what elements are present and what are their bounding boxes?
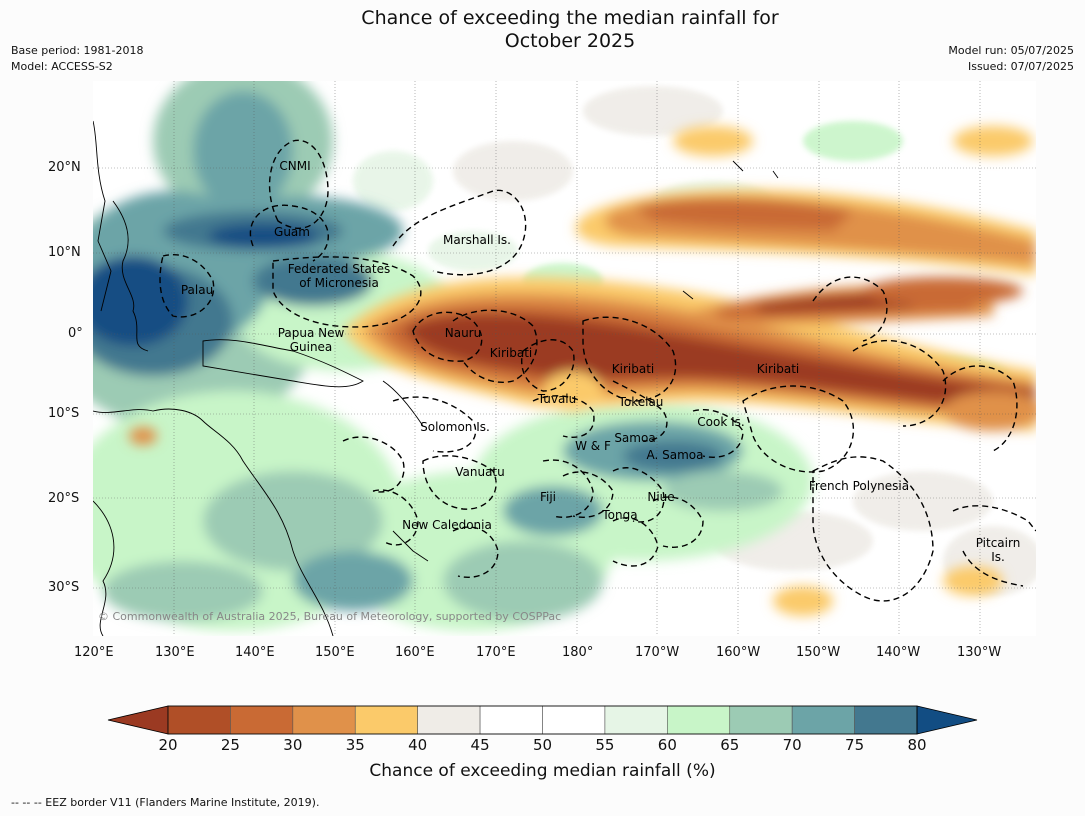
label-kiribati-west: Kiribati [490, 346, 532, 360]
label-tokelau: Tokelau [618, 395, 664, 409]
label-marshall: Marshall Is. [443, 233, 511, 247]
colorbar-tick: 70 [782, 736, 802, 754]
base-period: Base period: 1981-2018 [11, 44, 144, 57]
lat-tick-5: 30°S [48, 580, 80, 595]
label-american-samoa: A. Samoa [647, 448, 704, 462]
label-tuvalu: Tuvalu [537, 392, 577, 406]
lon-tick-3: 150°E [315, 645, 355, 660]
label-tonga: Tonga [601, 508, 637, 522]
lat-tick-3: 10°S [48, 406, 80, 421]
lon-tick-6: 180° [562, 645, 594, 660]
coastlines [93, 120, 779, 636]
colorbar-cell [854, 705, 918, 735]
colorbar-cell [667, 705, 731, 735]
forecast-map: CNMI Guam Marshall Is. Federated States … [93, 81, 1036, 636]
colorbar-tick: 20 [158, 736, 178, 754]
label-samoa: Samoa [614, 431, 655, 445]
label-png-1: Papua New [278, 326, 345, 340]
lon-tick-10: 140°W [876, 645, 921, 660]
eez-borders [159, 139, 1036, 602]
label-cnmi: CNMI [279, 159, 310, 173]
eez-footnote: -- -- -- EEZ border V11 (Flanders Marine… [11, 796, 320, 809]
colorbar-tick: 30 [283, 736, 303, 754]
label-palau: Palau [181, 283, 213, 297]
label-kiribati-east: Kiribati [757, 362, 799, 376]
colorbar-tick: 50 [532, 736, 553, 754]
colorbar-cell [604, 705, 668, 735]
colorbar-tick: 65 [720, 736, 740, 754]
colorbar-cell [791, 705, 855, 735]
lon-tick-0: 120°E [74, 645, 114, 660]
issued-date: Issued: 07/07/2025 [967, 60, 1074, 73]
model-name: Model: ACCESS-S2 [11, 60, 113, 73]
colorbar-outline [167, 705, 918, 735]
meta-right: Model run: 05/07/2025 Issued: 07/07/2025 [948, 43, 1074, 75]
colorbar-tick: 35 [345, 736, 365, 754]
model-run: Model run: 05/07/2025 [948, 44, 1074, 57]
label-french-polynesia: French Polynesia [809, 479, 909, 493]
label-guam: Guam [274, 225, 310, 239]
lon-tick-1: 130°E [155, 645, 195, 660]
colorbar-tick: 75 [845, 736, 865, 754]
label-niue: Niue [647, 490, 674, 504]
colorbar-cell [479, 705, 543, 735]
title-line-2: October 2025 [504, 30, 636, 52]
colorbar-tick: 60 [657, 736, 677, 754]
label-pitcairn-1: Pitcairn [976, 536, 1021, 550]
colorbar-extend-high [916, 705, 978, 735]
meta-left: Base period: 1981-2018 Model: ACCESS-S2 [11, 43, 143, 75]
colorbar-ticks: 20 25 30 35 40 45 50 55 60 65 70 75 80 [0, 736, 1085, 754]
lat-tick-1: 10°N [48, 245, 81, 260]
lon-tick-7: 170°W [635, 645, 680, 660]
region-labels: CNMI Guam Marshall Is. Federated States … [181, 159, 1020, 564]
lat-tick-0: 20°N [48, 160, 81, 175]
colorbar [107, 705, 978, 735]
lat-tick-4: 20°S [48, 491, 80, 506]
label-fsm-2: of Micronesia [299, 276, 379, 290]
lon-tick-4: 160°E [395, 645, 435, 660]
title-line-1: Chance of exceeding the median rainfall … [361, 7, 779, 29]
label-solomon: Solomon Is. [420, 420, 490, 434]
colorbar-cell [542, 705, 606, 735]
colorbar-cell [292, 705, 356, 735]
colorbar-extend-low [107, 705, 169, 735]
label-kiribati-central: Kiribati [612, 362, 654, 376]
colorbar-tick: 45 [470, 736, 490, 754]
label-fsm-1: Federated States [288, 262, 390, 276]
label-nauru: Nauru [445, 326, 481, 340]
colorbar-tick: 40 [408, 736, 428, 754]
colorbar-tick: 55 [595, 736, 615, 754]
label-fiji: Fiji [540, 490, 556, 504]
label-png-2: Guinea [290, 340, 333, 354]
colorbar-cell [354, 705, 418, 735]
colorbar-cell [230, 705, 294, 735]
colorbar-cells [107, 705, 978, 735]
map-title: Chance of exceeding the median rainfall … [0, 7, 1085, 53]
colorbar-cell [729, 705, 793, 735]
label-vanuatu: Vanuatu [455, 465, 505, 479]
label-new-caledonia: New Caledonia [402, 518, 492, 532]
rainfall-field [93, 81, 1036, 636]
colorbar-cell [417, 705, 481, 735]
lon-tick-8: 160°W [716, 645, 761, 660]
lon-tick-11: 130°W [957, 645, 1002, 660]
lon-tick-5: 170°E [476, 645, 516, 660]
lat-tick-2: 0° [68, 326, 83, 341]
lon-tick-9: 150°W [796, 645, 841, 660]
label-wallis-futuna: W & F [575, 439, 611, 453]
colorbar-tick: 80 [907, 736, 927, 754]
colorbar-cell [167, 705, 231, 735]
graticule [93, 81, 1036, 636]
label-cook: Cook Is. [697, 415, 744, 429]
colorbar-tick: 25 [220, 736, 240, 754]
colorbar-label: Chance of exceeding median rainfall (%) [369, 761, 716, 781]
copyright-notice: © Commonwealth of Australia 2025, Bureau… [98, 610, 562, 623]
lon-tick-2: 140°E [235, 645, 275, 660]
label-pitcairn-2: Is. [991, 550, 1005, 564]
